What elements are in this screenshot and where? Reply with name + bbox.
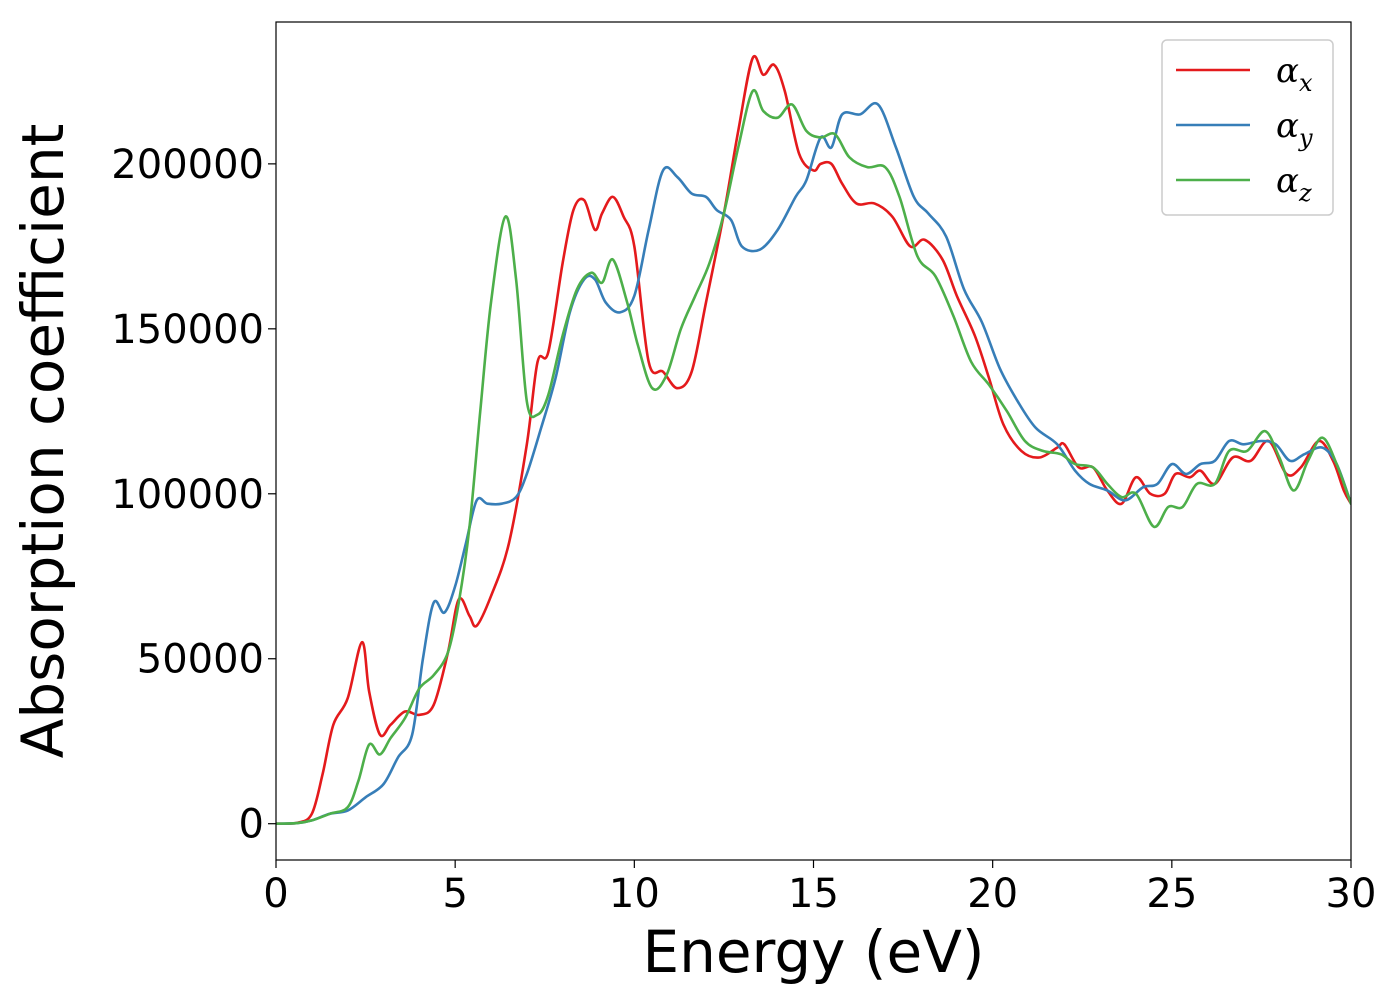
legend-label-alpha-z: αz	[1276, 161, 1312, 207]
legend-box	[1161, 39, 1334, 216]
series-line-alpha-y	[276, 101, 1351, 826]
legend-subscript: x	[1299, 69, 1313, 97]
x-tick-label: 5	[442, 871, 467, 917]
legend-symbol: α	[1276, 51, 1299, 91]
legend-label-alpha-x: αx	[1276, 51, 1313, 97]
series-line-alpha-x	[276, 54, 1351, 826]
x-tick-label: 15	[788, 871, 839, 917]
x-tick-label: 20	[967, 871, 1018, 917]
y-axis-label: Absorption coefficient	[9, 124, 77, 759]
y-tick-label: 150000	[111, 307, 264, 353]
legend-symbol: α	[1276, 106, 1299, 146]
legend-subscript: y	[1298, 124, 1313, 152]
x-tick-label: 0	[263, 871, 288, 917]
y-tick-label: 0	[239, 802, 264, 848]
y-tick-label: 50000	[137, 637, 264, 683]
legend-subscript: z	[1298, 179, 1312, 207]
legend-label-alpha-y: αy	[1276, 106, 1313, 152]
series-lines	[276, 54, 1351, 826]
y-tick-label: 100000	[111, 472, 264, 518]
series-line-alpha-z	[276, 88, 1351, 826]
x-tick-label: 30	[1326, 871, 1377, 917]
y-axis-ticks: 0 50000 100000 150000 200000	[111, 142, 276, 848]
x-axis-label: Energy (eV)	[642, 918, 984, 986]
x-tick-label: 10	[609, 871, 660, 917]
y-tick-label: 200000	[111, 142, 264, 188]
x-tick-label: 25	[1146, 871, 1197, 917]
legend-symbol: α	[1276, 161, 1299, 201]
x-axis-ticks: 0 5 10 15 20 25 30	[263, 860, 1376, 917]
